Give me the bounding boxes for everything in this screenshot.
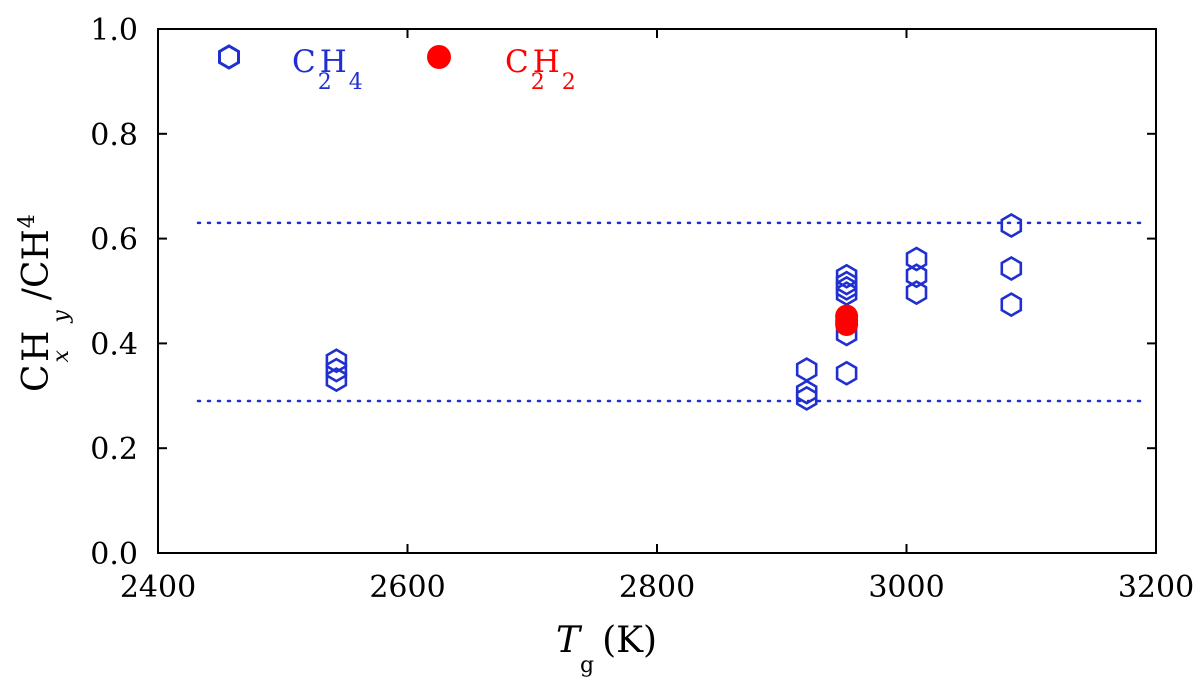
legend-c2h4-h-sub: 4 (349, 70, 363, 95)
y-axis-label-h: H (16, 331, 57, 362)
x-tick-label: 2400 (120, 570, 196, 605)
y-tick-label: 0.2 (90, 432, 138, 467)
legend-c2h2-c: C (505, 44, 529, 80)
x-tick-label: 2800 (619, 570, 695, 605)
data-point-c2h4 (1000, 292, 1023, 318)
x-tick-label: 2600 (369, 570, 445, 605)
plot-area (157, 28, 1157, 554)
data-point-c2h4 (835, 275, 858, 301)
y-axis-ticks: 0.0 0.2 0.4 0.6 0.8 1.0 (90, 13, 1156, 572)
data-point-c2h4 (325, 367, 348, 393)
legend-c2h2-h: H (533, 44, 560, 80)
legend-label-c2h2: C2H2 (505, 44, 576, 95)
legend-c2h2-h-sub: 2 (562, 70, 576, 95)
legend-c2h4-h: H (320, 44, 347, 80)
x-axis-label-main: T (556, 620, 583, 661)
x-axis-ticks: 2400 2600 2800 3000 3200 (120, 29, 1194, 605)
data-point-c2h4 (905, 263, 928, 289)
y-tick-label: 0.6 (90, 223, 138, 258)
data-point-c2h4 (835, 270, 858, 296)
data-point-c2h4 (795, 357, 818, 383)
y-axis-label-c: C (16, 364, 57, 392)
plot-frame (157, 28, 1157, 554)
legend-item-c2h4: C2H4 (218, 44, 363, 95)
legend-label-c2h4: C2H4 (292, 44, 363, 95)
y-axis-label-rest: /CH (16, 229, 57, 300)
data-point-c2h4 (905, 280, 928, 306)
data-point-c2h4 (795, 385, 818, 411)
y-axis-label-h-sub: y (49, 310, 74, 324)
data-point-c2h4 (325, 348, 348, 374)
x-tick-label: 3200 (1118, 570, 1194, 605)
y-tick-label: 1.0 (90, 13, 138, 48)
data-point-c2h4 (835, 281, 858, 307)
legend-item-c2h2: C2H2 (427, 44, 576, 95)
x-axis-label: Tg (K) (556, 620, 657, 678)
data-point-c2h4 (835, 360, 858, 386)
data-point-c2h4 (1000, 255, 1023, 282)
data-point-c2h4 (905, 246, 928, 272)
legend-c2h2-c-sub: 2 (531, 70, 545, 95)
legend-c2h4-c: C (292, 44, 316, 80)
legend-c2h4-c-sub: 2 (318, 70, 332, 95)
x-tick-label: 3000 (868, 570, 944, 605)
legend: C2H4 C2H2 (218, 44, 576, 95)
legend-marker-c2h4 (218, 44, 240, 70)
data-point-c2h2 (835, 313, 859, 337)
data-points (325, 212, 1023, 411)
series-c2h4 (325, 212, 1023, 411)
x-axis-label-sub: g (580, 653, 594, 678)
data-point-c2h4 (795, 379, 818, 405)
legend-marker-c2h2 (427, 45, 451, 69)
y-tick-label: 0.0 (90, 537, 138, 572)
y-tick-label: 0.8 (90, 118, 138, 153)
y-tick-label: 0.4 (90, 327, 138, 362)
y-axis-label-c-sub: x (49, 349, 74, 362)
data-point-c2h4 (835, 263, 858, 289)
x-axis-label-unit: (K) (602, 620, 657, 661)
reference-lines (196, 221, 1146, 403)
data-point-c2h4 (1000, 212, 1023, 239)
y-axis-label-rest-sub: 4 (15, 214, 40, 228)
y-axis-label: CxHy/CH4 (15, 214, 74, 392)
data-point-c2h4 (325, 357, 348, 383)
series-c2h2 (835, 304, 859, 337)
